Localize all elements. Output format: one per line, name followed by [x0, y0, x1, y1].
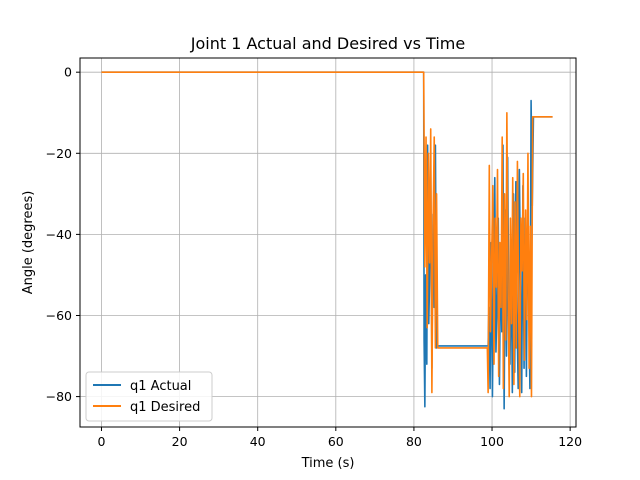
- y-tick-label: −80: [46, 389, 72, 404]
- x-tick-label: 60: [328, 434, 344, 449]
- legend: q1 Actual q1 Desired: [85, 371, 213, 422]
- series-line-q1-desired: [101, 71, 553, 398]
- x-tick-label: 20: [172, 434, 188, 449]
- series-layer: [101, 71, 553, 410]
- y-tick-label: −20: [46, 146, 72, 161]
- x-tick-label: 120: [558, 434, 582, 449]
- y-axis-ticks: 0 −20 −40 −60 −80: [46, 65, 80, 404]
- y-tick-label: 0: [64, 65, 72, 80]
- y-axis-label: Angle (degrees): [21, 191, 36, 295]
- y-tick-label: −60: [46, 308, 72, 323]
- chart-title: Joint 1 Actual and Desired vs Time: [190, 34, 465, 53]
- legend-label-q1-desired: q1 Desired: [130, 400, 200, 415]
- legend-label-q1-actual: q1 Actual: [130, 379, 191, 394]
- x-tick-label: 40: [250, 434, 266, 449]
- y-tick-label: −40: [46, 227, 72, 242]
- x-tick-label: 0: [98, 434, 106, 449]
- x-axis-ticks: 0 20 40 60 80 100 120: [98, 427, 582, 449]
- x-tick-label: 100: [480, 434, 504, 449]
- x-tick-label: 80: [406, 434, 422, 449]
- x-axis-label: Time (s): [301, 456, 355, 471]
- plot-frame: [79, 57, 577, 428]
